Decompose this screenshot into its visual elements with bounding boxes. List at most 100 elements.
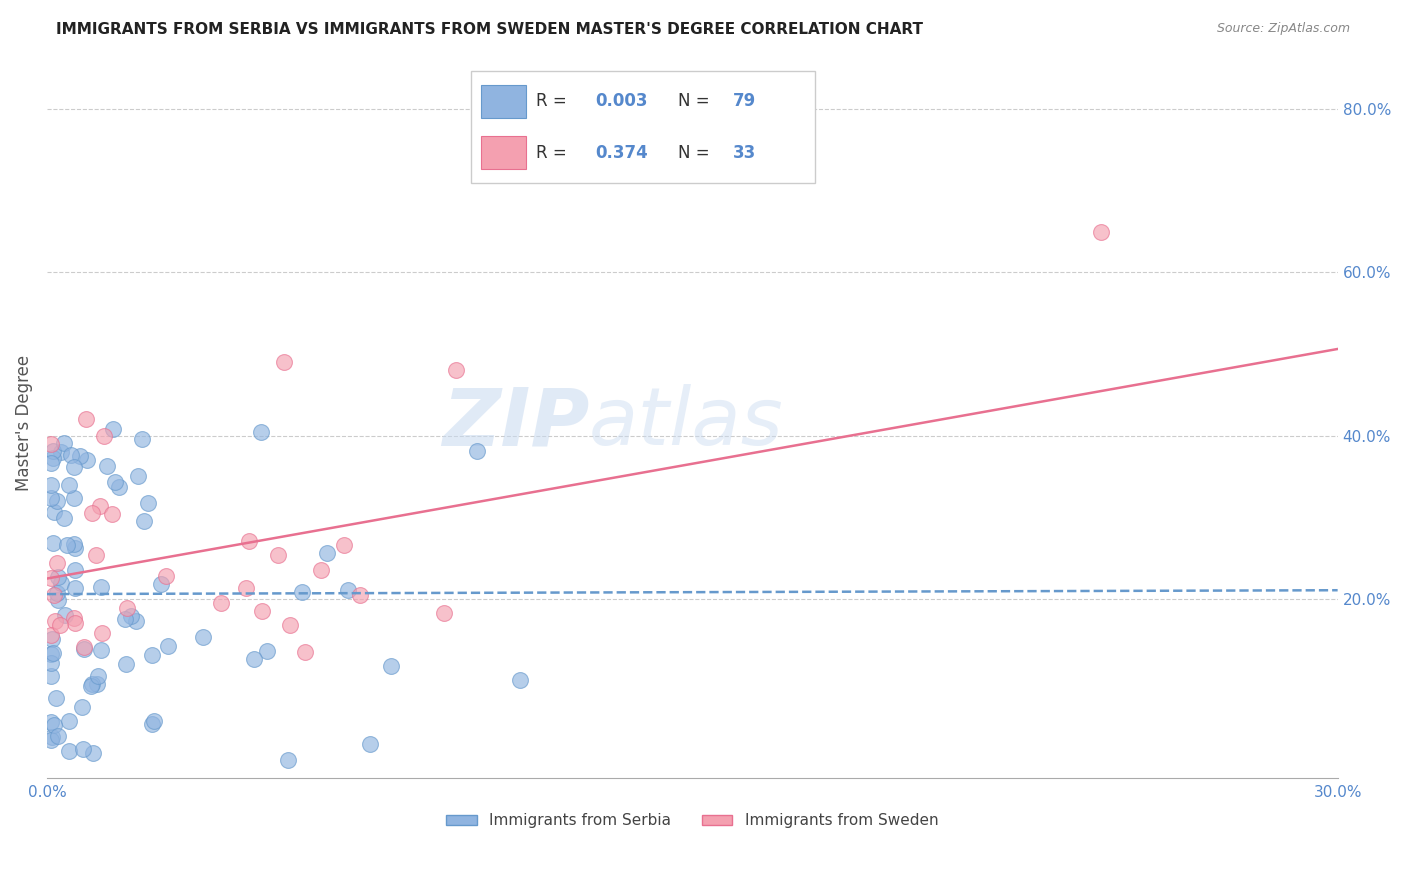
Text: R =: R = (537, 144, 572, 161)
Point (349, 588, 371, 602)
Point (41, 444, 63, 458)
Point (278, 617, 301, 632)
Point (63, 581, 86, 595)
Point (101, 422, 124, 436)
Point (125, 615, 148, 629)
Point (72, 742, 94, 756)
Text: Source: ZipAtlas.com: Source: ZipAtlas.com (1216, 22, 1350, 36)
Point (209, 596, 232, 610)
Point (39, 656, 62, 670)
Point (58, 714, 80, 728)
Point (155, 569, 177, 583)
Point (143, 714, 166, 728)
Point (267, 548, 290, 562)
Point (444, 363, 467, 377)
Point (42, 536, 65, 550)
Point (191, 630, 214, 644)
Point (39, 733, 62, 747)
Point (62, 611, 84, 625)
Point (56, 538, 79, 552)
Point (39, 436, 62, 450)
Point (108, 479, 131, 493)
Point (42, 588, 65, 602)
Point (39, 715, 62, 730)
Point (80, 677, 103, 691)
Point (80, 506, 103, 520)
Point (127, 469, 149, 483)
Point (42, 646, 65, 660)
Point (63, 491, 86, 505)
Point (39, 456, 62, 470)
Point (39, 647, 62, 661)
Point (46, 585, 69, 599)
Point (76, 453, 98, 467)
Text: atlas: atlas (589, 384, 783, 462)
Text: 33: 33 (733, 144, 756, 161)
Point (49, 618, 72, 632)
Point (42, 450, 65, 465)
Point (114, 612, 136, 626)
Point (59, 448, 82, 462)
Text: ZIP: ZIP (441, 384, 589, 462)
Text: 0.374: 0.374 (595, 144, 648, 161)
Point (250, 604, 273, 618)
Point (63, 615, 86, 630)
Point (131, 432, 153, 446)
Point (87, 668, 110, 682)
Point (333, 538, 356, 552)
Point (432, 606, 454, 620)
Point (337, 582, 360, 597)
Point (49, 445, 72, 459)
Point (294, 645, 316, 659)
Point (273, 355, 295, 369)
Point (120, 608, 142, 623)
Point (141, 717, 163, 731)
Point (115, 600, 138, 615)
Point (86, 548, 108, 562)
Text: 79: 79 (733, 93, 756, 111)
Point (70, 699, 93, 714)
Point (256, 644, 278, 658)
Point (315, 546, 337, 560)
Point (1090, 225, 1112, 239)
Point (58, 478, 80, 492)
Point (235, 581, 257, 595)
Legend: Immigrants from Serbia, Immigrants from Sweden: Immigrants from Serbia, Immigrants from … (440, 807, 945, 834)
Point (249, 425, 271, 439)
Point (41, 491, 63, 505)
Text: 0.003: 0.003 (595, 93, 648, 111)
Point (63, 460, 86, 475)
Point (45, 690, 67, 705)
Point (138, 496, 160, 510)
Point (42, 718, 65, 732)
Point (93, 428, 115, 442)
Text: IMMIGRANTS FROM SERBIA VS IMMIGRANTS FROM SWEDEN MASTER'S DEGREE CORRELATION CHA: IMMIGRANTS FROM SERBIA VS IMMIGRANTS FRO… (56, 22, 924, 37)
Text: N =: N = (678, 93, 714, 111)
Point (53, 436, 76, 450)
Point (359, 737, 381, 751)
Point (91, 625, 114, 640)
Point (509, 673, 531, 687)
Point (238, 533, 260, 548)
Text: N =: N = (678, 144, 714, 161)
Point (39, 669, 62, 683)
Point (141, 648, 163, 663)
Point (243, 652, 266, 666)
Point (96, 459, 118, 474)
Point (39, 478, 62, 492)
Point (44, 614, 66, 628)
Point (157, 639, 180, 653)
Point (90, 580, 112, 594)
Y-axis label: Master's Degree: Master's Degree (15, 355, 32, 491)
Bar (481, 136, 526, 169)
Point (42, 505, 65, 519)
Point (58, 744, 80, 758)
Point (465, 443, 488, 458)
Point (39, 570, 62, 584)
Point (45, 556, 67, 570)
Point (134, 514, 156, 528)
Point (82, 746, 104, 760)
Point (277, 752, 299, 766)
Point (291, 584, 314, 599)
Point (309, 563, 332, 577)
